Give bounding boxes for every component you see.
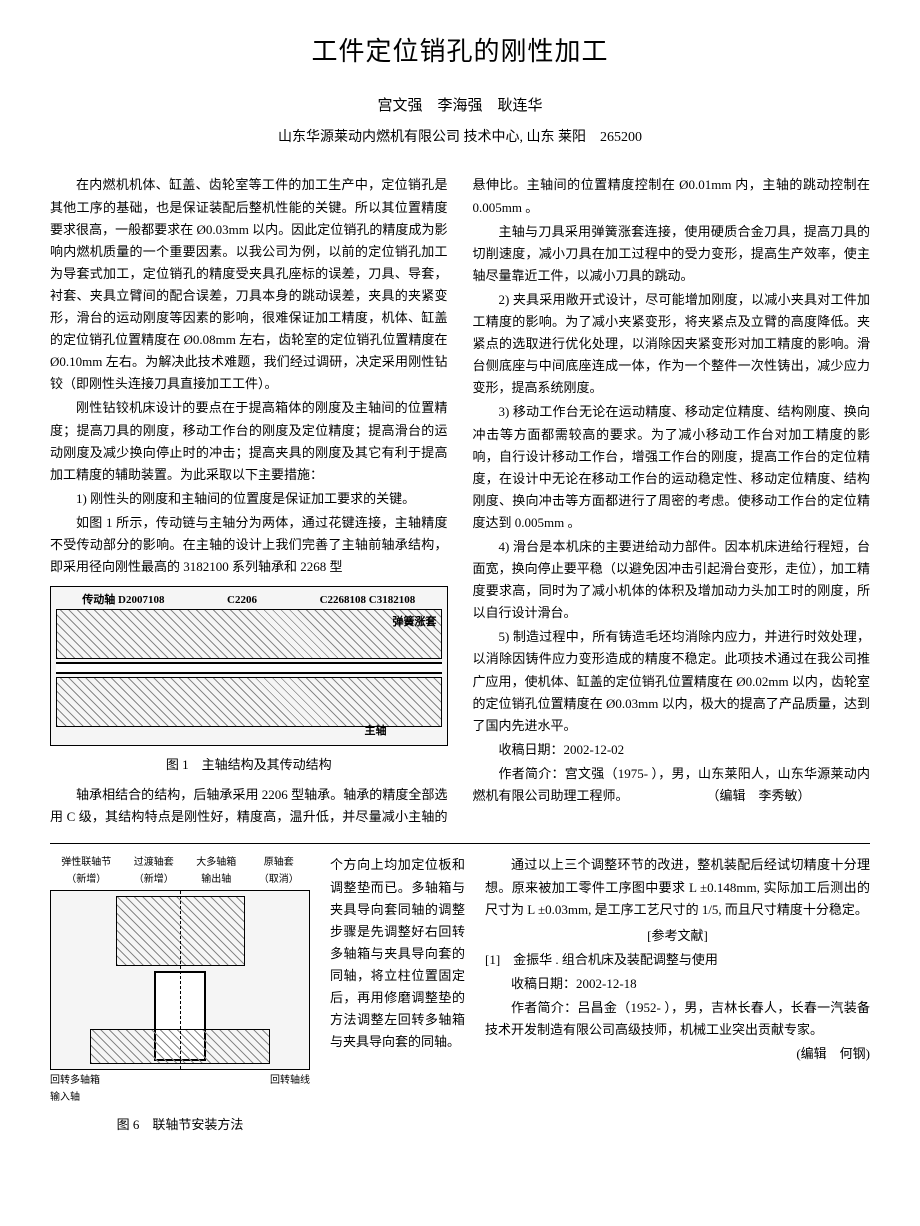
figure-1: 传动轴 D2007108 C2206 C2268108 C3182108 弹簧涨… bbox=[50, 586, 448, 776]
paper-title: 工件定位销孔的刚性加工 bbox=[50, 30, 870, 74]
affiliation: 山东华源莱动内燃机有限公司 技术中心, 山东 莱阳 265200 bbox=[50, 126, 870, 150]
figure-1-caption: 图 1 主轴结构及其传动结构 bbox=[50, 754, 448, 776]
fig6-label: 回转多轴箱 输入轴 bbox=[50, 1072, 100, 1106]
lower-section: 弹性联轴节 （新增） 过渡轴套 （新增） 大多轴箱 输出轴 原轴套 （取消） 回… bbox=[50, 854, 870, 1136]
fig1-label: C2206 bbox=[227, 591, 257, 610]
fig1-label: C2268108 C3182108 bbox=[320, 591, 416, 610]
fig1-spring-label: 弹簧涨套 bbox=[393, 613, 437, 632]
fig6-top-labels: 弹性联轴节 （新增） 过渡轴套 （新增） 大多轴箱 输出轴 原轴套 （取消） bbox=[50, 854, 310, 888]
references-title: [参考文献] bbox=[485, 925, 870, 947]
fig6-label: 原轴套 （取消） bbox=[259, 854, 299, 888]
paragraph: 5) 制造过程中，所有铸造毛坯均消除内应力，并进行时效处理，以消除因铸件应力变形… bbox=[473, 626, 871, 736]
paragraph: 3) 移动工作台无论在运动精度、移动定位精度、结构刚度、换向冲击等方面都需较高的… bbox=[473, 401, 871, 534]
fig6-label: 回转轴线 bbox=[270, 1072, 310, 1106]
paragraph: 在内燃机机体、缸盖、齿轮室等工件的加工生产中，定位销孔是其他工序的基础，也是保证… bbox=[50, 174, 448, 395]
section-divider bbox=[50, 843, 870, 844]
lower-mid-text: 个方向上均加定位板和调整垫而已。多轴箱与夹具导向套同轴的调整步骤是先调整好右回转… bbox=[330, 854, 465, 1136]
figure-6-caption: 图 6 联轴节安装方法 bbox=[50, 1114, 310, 1136]
paragraph: 2) 夹具采用敞开式设计，尽可能增加刚度，以减小夹具对工件加工精度的影响。为了减… bbox=[473, 289, 871, 399]
fig1-label: 传动轴 D2007108 bbox=[82, 591, 164, 610]
receipt-date: 收稿日期：2002-12-02 bbox=[473, 739, 871, 761]
receipt-date-2: 收稿日期：2002-12-18 bbox=[485, 973, 870, 995]
paragraph: 1) 刚性头的刚度和主轴间的位置度是保证加工要求的关键。 bbox=[50, 488, 448, 510]
paragraph: 通过以上三个调整环节的改进，整机装配后经试切精度十分理想。原来被加工零件工序图中… bbox=[485, 854, 870, 920]
fig6-bottom-labels: 回转多轴箱 输入轴 回转轴线 bbox=[50, 1072, 310, 1106]
author-bio: 作者简介：宫文强（1975- ），男，山东莱阳人，山东华源莱动内燃机有限公司助理… bbox=[473, 763, 871, 807]
editor-2: (编辑 何钢) bbox=[485, 1043, 870, 1065]
paragraph: 如图 1 所示，传动链与主轴分为两体，通过花键连接，主轴精度不受传动部分的影响。… bbox=[50, 512, 448, 578]
authors: 宫文强 李海强 耿连华 bbox=[50, 94, 870, 120]
paragraph: 4) 滑台是本机床的主要进给动力部件。因本机床进给行程短，台面宽，换向停止要平稳… bbox=[473, 536, 871, 624]
lower-right-column: 通过以上三个调整环节的改进，整机装配后经试切精度十分理想。原来被加工零件工序图中… bbox=[485, 854, 870, 1136]
fig1-spindle-label: 主轴 bbox=[365, 722, 387, 741]
main-body: 在内燃机机体、缸盖、齿轮室等工件的加工生产中，定位销孔是其他工序的基础，也是保证… bbox=[50, 174, 870, 828]
reference-item: [1] 金振华 . 组合机床及装配调整与使用 bbox=[485, 949, 870, 971]
fig6-label: 过渡轴套 （新增） bbox=[134, 854, 174, 888]
paragraph: 主轴与刀具采用弹簧涨套连接，使用硬质合金刀具，提高刀具的切削速度，减小刀具在加工… bbox=[473, 221, 871, 287]
paragraph: 刚性钻铰机床设计的要点在于提高箱体的刚度及主轴间的位置精度；提高刀具的刚度，移动… bbox=[50, 397, 448, 485]
author-bio-2: 作者简介：吕昌金（1952- ），男，吉林长春人，长春一汽装备技术开发制造有限公… bbox=[485, 997, 870, 1041]
fig6-label: 弹性联轴节 （新增） bbox=[61, 854, 111, 888]
fig6-label: 大多轴箱 输出轴 bbox=[196, 854, 236, 888]
